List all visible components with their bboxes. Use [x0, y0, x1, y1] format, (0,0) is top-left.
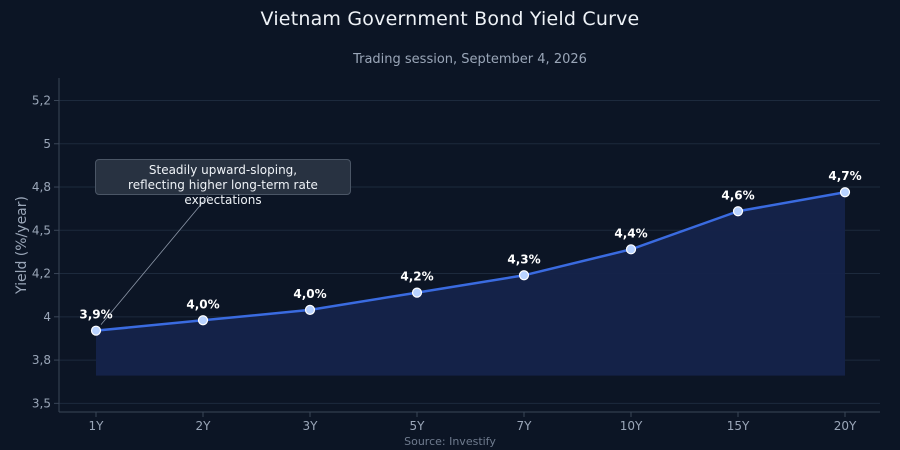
y-tick-label: 4 [43, 310, 51, 324]
annotation-arrow [100, 195, 209, 325]
data-label: 4,3% [507, 252, 540, 266]
chart-title: Vietnam Government Bond Yield Curve [260, 8, 640, 30]
x-tick-label: 5Y [410, 419, 426, 433]
x-tick-label: 7Y [517, 419, 533, 433]
data-label: 3,9% [79, 308, 112, 322]
data-label: 4,4% [614, 226, 647, 240]
x-tick-label: 1Y [89, 419, 105, 433]
x-tick-label: 15Y [727, 419, 750, 433]
chart-subtitle: Trading session, September 4, 2026 [353, 52, 587, 67]
data-label: 4,7% [828, 169, 861, 183]
data-point [304, 304, 316, 315]
data-point [90, 325, 102, 336]
y-tick-label: 3,8 [32, 353, 51, 367]
x-tick-label: 20Y [834, 419, 857, 433]
data-label: 4,2% [400, 270, 433, 284]
x-tick-label: 2Y [196, 419, 212, 433]
data-label: 4,0% [186, 297, 219, 311]
data-label: 4,0% [293, 287, 326, 301]
y-tick-label: 3,5 [32, 396, 51, 410]
data-point [839, 187, 851, 198]
annotation-box: Steadily upward-sloping, reflecting high… [95, 159, 351, 207]
y-tick-label: 4,8 [32, 180, 51, 194]
data-label: 4,6% [721, 188, 754, 202]
x-tick-label: 10Y [620, 419, 643, 433]
data-point [625, 244, 637, 255]
chart-source: Source: Investify [404, 435, 496, 448]
yield-area [96, 192, 845, 376]
y-tick-label: 4,2 [32, 267, 51, 281]
annotation-line-2: reflecting higher long-term rate expecta… [128, 178, 318, 207]
y-tick-label: 4,5 [32, 223, 51, 237]
annotation-line-1: Steadily upward-sloping, [148, 163, 298, 177]
y-tick-label: 5,2 [32, 93, 51, 107]
y-tick-label: 5 [43, 137, 51, 151]
data-point [732, 206, 744, 217]
data-point [197, 315, 209, 326]
data-point [411, 287, 423, 298]
x-tick-label: 3Y [303, 419, 319, 433]
yield-line [95, 190, 846, 332]
data-point [518, 270, 530, 281]
